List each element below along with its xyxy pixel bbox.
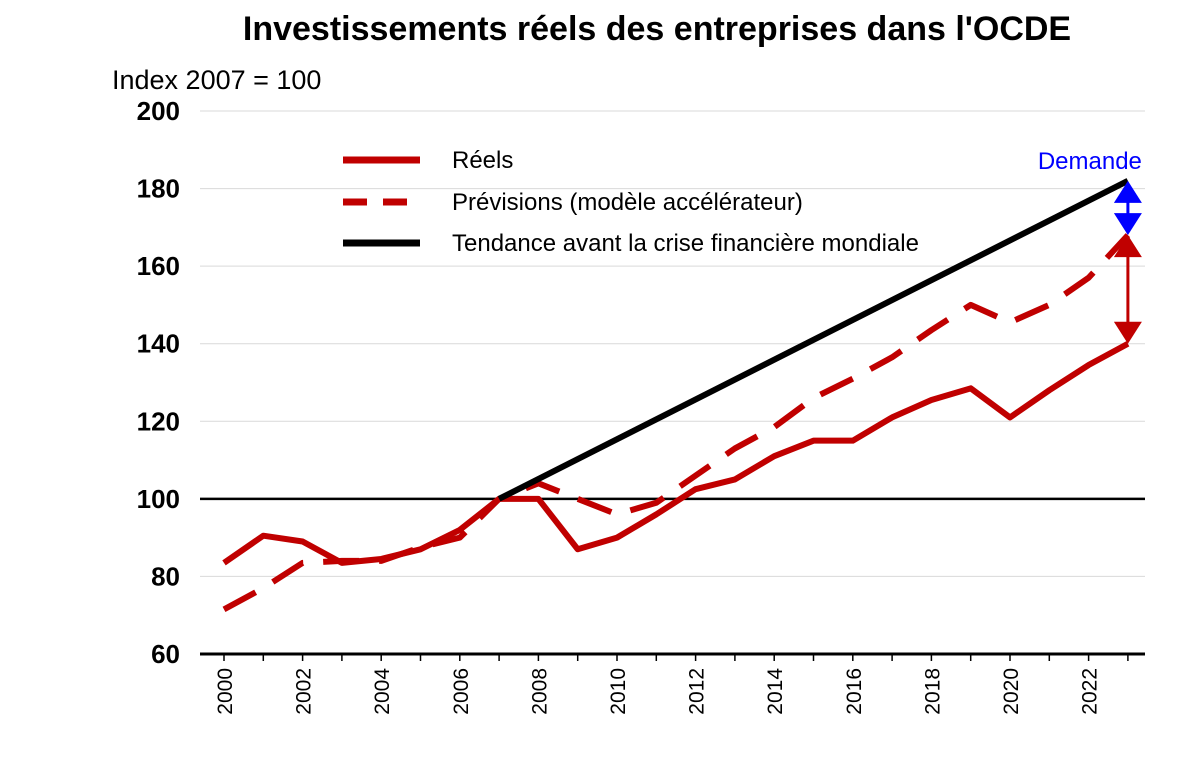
gridlines	[200, 110, 1145, 577]
x-tick-label: 2008	[528, 668, 551, 715]
legend-label-1: Réels	[452, 147, 513, 174]
series-line-3	[497, 178, 1130, 502]
series-line-2	[222, 233, 1131, 613]
arrow-head-down-2	[1113, 321, 1142, 344]
x-tick-label: 2010	[607, 668, 630, 715]
x-tick-label: 2014	[764, 668, 787, 715]
x-tick-label: 2022	[1079, 668, 1102, 715]
annotations: Demande	[1038, 148, 1142, 344]
x-tick-label: 2000	[214, 668, 237, 715]
arrow-head-up-1	[1113, 180, 1142, 203]
y-tick-label: 60	[151, 639, 180, 669]
y-axis-ticks: 200 180 160 140 120 100 80 60	[137, 96, 180, 669]
legend: Réels Prévisions (modèle accélérateur) Ten…	[343, 147, 919, 257]
x-tick-label: 2020	[1000, 668, 1023, 715]
x-axis: 2000 2002 2004 2006 2008 2010 2012 2014 2016 2018…	[200, 652, 1145, 715]
chart-title: Investissements réels des entreprises da…	[243, 10, 1071, 48]
series-line-1	[222, 341, 1130, 566]
x-tick-label: 2002	[293, 668, 316, 715]
y-tick-label: 100	[137, 484, 180, 514]
y-tick-label: 80	[151, 561, 180, 591]
x-tick-label: 2016	[843, 668, 866, 715]
y-tick-label: 160	[137, 251, 180, 281]
x-tick-label: 2004	[371, 668, 394, 715]
y-axis-unit-label: Index 2007 = 100	[112, 65, 321, 95]
y-tick-label: 200	[137, 96, 180, 126]
x-tick-label: 2018	[921, 668, 944, 715]
series-lines	[222, 178, 1131, 613]
legend-label-2: Prévisions (modèle accélérateur)	[452, 189, 803, 216]
y-tick-label: 140	[137, 329, 180, 359]
arrow-head-down-1	[1113, 213, 1142, 236]
y-tick-label: 180	[137, 174, 180, 204]
x-tick-label: 2012	[686, 668, 709, 715]
arrow-head-up-2	[1113, 235, 1142, 258]
legend-label-3: Tendance avant la crise financière mondi…	[452, 230, 919, 257]
y-tick-label: 120	[137, 406, 180, 436]
x-tick-label: 2006	[450, 668, 473, 715]
annotation-label-demande: Demande	[1038, 148, 1142, 175]
